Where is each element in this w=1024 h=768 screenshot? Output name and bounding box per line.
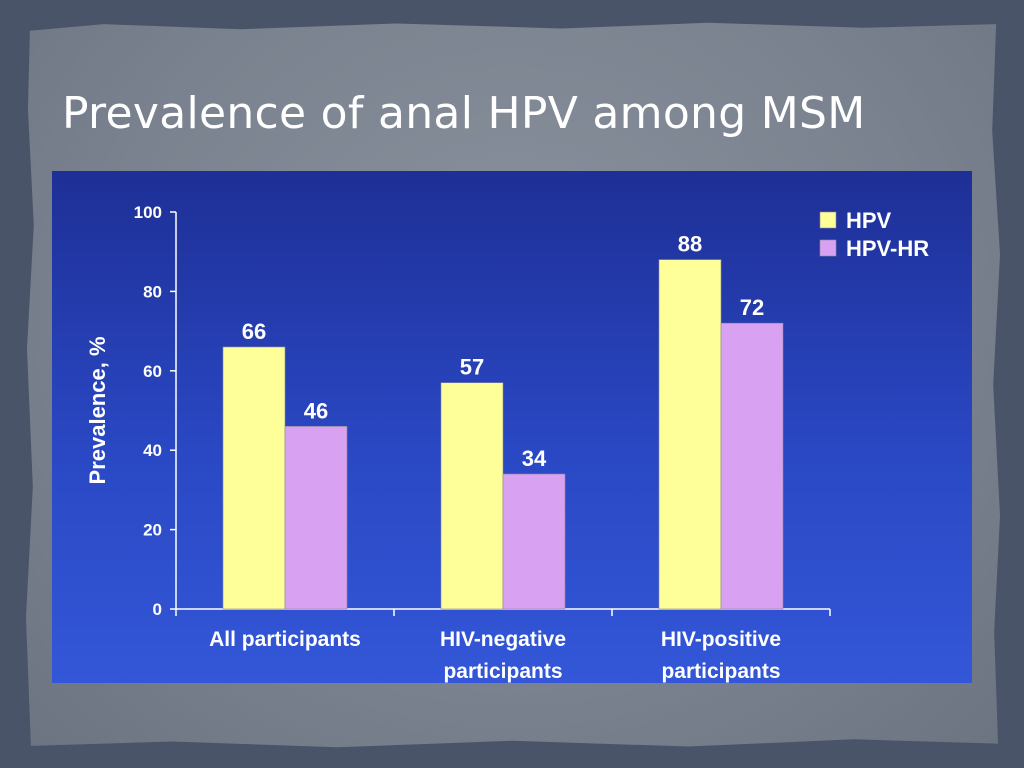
legend-label: HPV-HR xyxy=(846,236,929,261)
chart-panel: 0 20 40 60 80 100 Prevalence, % 66 46 All partici… xyxy=(52,171,972,683)
y-tick-label: 20 xyxy=(143,521,162,540)
y-tick-label: 60 xyxy=(143,362,162,381)
bar-hpv-0 xyxy=(222,346,286,610)
x-category-label: participants xyxy=(661,660,780,683)
y-tick-label: 40 xyxy=(143,441,162,460)
slide-title: Prevalence of anal HPV among MSM xyxy=(62,88,866,139)
legend-swatch-hpv-hr xyxy=(819,239,837,257)
bar-hpv-1 xyxy=(440,382,504,610)
bar-chart: 0 20 40 60 80 100 Prevalence, % 66 46 All partici… xyxy=(85,203,929,683)
legend-label: HPV xyxy=(846,208,892,233)
y-tick-label: 80 xyxy=(143,282,162,301)
x-category-label: HIV-positive xyxy=(661,628,781,651)
x-category-label: participants xyxy=(443,660,562,683)
bar-hpv-hr-0 xyxy=(284,426,348,610)
x-category-label: HIV-negative xyxy=(440,628,566,651)
y-tick-label: 100 xyxy=(134,203,162,222)
bar-hpv-hr-1 xyxy=(502,473,566,610)
bar-hpv-hr-2 xyxy=(720,322,784,610)
data-label: 57 xyxy=(460,355,484,380)
data-label: 72 xyxy=(740,295,764,320)
data-label: 46 xyxy=(304,398,328,423)
data-label: 88 xyxy=(678,232,702,257)
y-axis-title: Prevalence, % xyxy=(85,337,110,485)
data-label: 34 xyxy=(522,446,547,471)
x-category-label: All participants xyxy=(209,628,361,651)
y-tick-label: 0 xyxy=(153,600,162,619)
data-label: 66 xyxy=(242,319,266,344)
bar-hpv-2 xyxy=(658,259,722,610)
legend-swatch-hpv xyxy=(819,211,837,229)
